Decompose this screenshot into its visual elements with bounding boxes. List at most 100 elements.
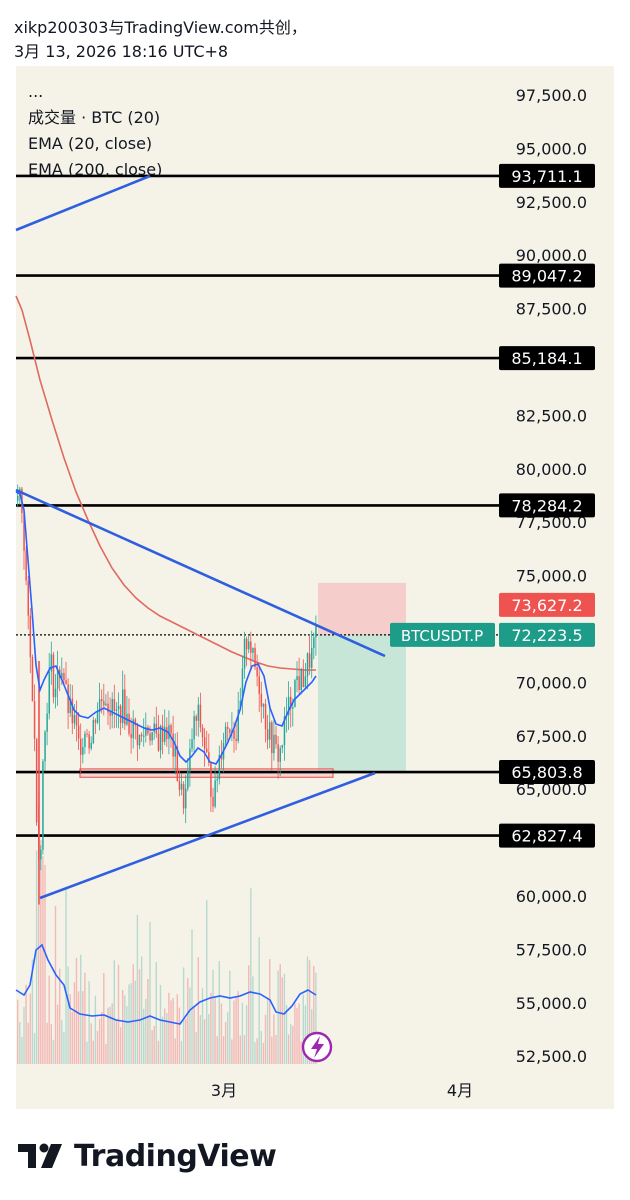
candle-body: [61, 672, 63, 679]
volume-bar: [271, 1036, 273, 1064]
candle-body: [69, 698, 71, 713]
volume-bar: [138, 969, 141, 1064]
time-axis: 3月 4月: [211, 1081, 473, 1100]
candle-body: [164, 727, 166, 742]
y-axis-tick-label: 75,000.0: [516, 567, 587, 586]
volume-bar: [218, 961, 220, 1064]
y-axis-tick-label: 77,500.0: [516, 513, 587, 532]
volume-bar: [90, 1023, 92, 1064]
legend-volume[interactable]: 成交量 · BTC (20): [28, 108, 161, 127]
candle-body: [46, 713, 48, 732]
candle-body: [134, 719, 137, 726]
y-axis-tick-label: 97,500.0: [516, 86, 587, 105]
candle-body: [300, 669, 302, 690]
candle-body: [80, 738, 82, 755]
volume-bar: [227, 1012, 229, 1064]
candle-body: [235, 738, 237, 741]
volume-bar: [241, 1002, 244, 1064]
volume-bar: [52, 1039, 55, 1064]
volume-bar: [277, 970, 279, 1064]
symbol-tag: BTCUSDT.P: [401, 627, 483, 645]
volume-bar: [170, 1000, 172, 1064]
volume-ma-layer: [15, 943, 317, 1025]
volume-bar: [84, 972, 86, 1064]
candle-body: [111, 699, 113, 716]
candle-body: [315, 623, 317, 638]
y-axis-tick-label: 70,000.0: [516, 673, 587, 692]
volume-bar: [147, 979, 149, 1064]
volume-bar: [178, 1007, 181, 1064]
upper-left-trendline: [15, 174, 151, 232]
legend-ema200[interactable]: EMA (200, close): [28, 160, 163, 179]
candle-body: [256, 667, 258, 677]
candle-body: [73, 714, 76, 724]
volume-bar: [174, 1038, 176, 1064]
volume-bar: [193, 1006, 195, 1064]
candle-body: [124, 689, 126, 725]
volume-bar: [220, 1003, 223, 1064]
volume-bar: [73, 982, 76, 1064]
candle-body: [105, 703, 107, 706]
candle-body: [90, 742, 92, 749]
candle-body: [149, 733, 151, 741]
level-price-label-text: 89,047.2: [511, 267, 582, 286]
volume-bar: [151, 1030, 153, 1064]
legend-ema20[interactable]: EMA (20, close): [28, 134, 153, 153]
level-price-label-box: [499, 263, 595, 288]
candle-body: [298, 676, 300, 690]
volume-bar: [103, 972, 105, 1064]
volume-bar: [235, 997, 237, 1064]
candle-body: [71, 698, 74, 724]
candle-body: [275, 734, 277, 745]
volume-bar: [258, 937, 260, 1064]
candle-body: [294, 680, 296, 708]
lightning-icon[interactable]: [301, 1031, 333, 1063]
volume-bar: [206, 900, 208, 1064]
volume-bar: [40, 840, 42, 1064]
candle-body: [269, 722, 271, 740]
candle-body: [193, 716, 195, 740]
volume-bar: [136, 914, 139, 1064]
y-axis-tick-label: 87,500.0: [516, 300, 587, 319]
candle-body: [113, 699, 116, 711]
candle-body: [180, 783, 183, 790]
descending-resistance-trendline: [15, 488, 386, 658]
candle-body: [94, 720, 97, 723]
volume-bar: [63, 1032, 65, 1064]
candle-body: [250, 641, 252, 653]
volume-bar: [96, 1030, 99, 1064]
ema20-layer: [15, 491, 317, 765]
volume-bar: [182, 967, 185, 1064]
volume-bar: [56, 1004, 59, 1064]
candle-body: [42, 761, 44, 850]
candle-body: [218, 755, 221, 780]
candle-body: [185, 788, 187, 809]
volume-bar: [31, 959, 34, 1064]
candle-body: [203, 737, 206, 749]
tradingview-logo[interactable]: TradingView: [18, 1136, 277, 1176]
ascending-support-trendline: [39, 771, 376, 900]
candle-body: [306, 653, 309, 677]
volume-bar: [195, 1031, 197, 1064]
level-price-label-text: 93,711.1: [511, 167, 582, 186]
volume-bar: [140, 956, 143, 1064]
candle-body: [264, 703, 267, 730]
volume-bar: [128, 984, 130, 1064]
volume-bar: [80, 954, 82, 1064]
volume-bar: [260, 1031, 262, 1064]
candle-body: [206, 748, 208, 753]
candle-body: [117, 706, 120, 710]
candle-body: [107, 703, 109, 713]
candle-body: [63, 672, 65, 681]
volume-bar: [149, 922, 151, 1064]
candle-body: [103, 701, 105, 706]
candle-body: [189, 748, 191, 772]
chart-timestamp: 3月 13, 2026 18:16 UTC+8: [14, 42, 229, 61]
volume-bar: [92, 1040, 94, 1064]
legend-collapse-button[interactable]: ...: [28, 82, 44, 101]
candle-body: [52, 654, 55, 698]
volume-bar: [161, 1016, 164, 1064]
volume-bar: [61, 1020, 63, 1064]
candle-body: [182, 783, 185, 809]
